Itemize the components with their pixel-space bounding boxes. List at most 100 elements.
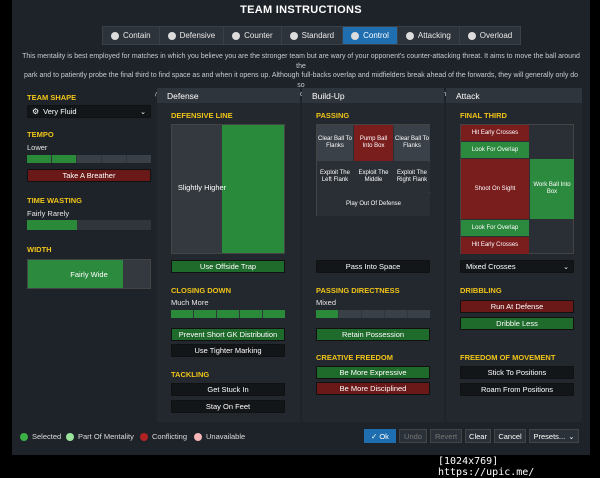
use-offside-trap-button[interactable]: Use Offside Trap	[171, 260, 285, 273]
retain-possession-button[interactable]: Retain Possession	[316, 328, 430, 341]
run-at-defense-button[interactable]: Run At Defense	[460, 300, 574, 313]
team-shape-label: TEAM SHAPE	[27, 93, 77, 102]
tab-label: Control	[363, 31, 389, 40]
tab-label: Attacking	[417, 31, 451, 40]
be-more-expressive-button[interactable]: Be More Expressive	[316, 366, 430, 379]
tempo-slider[interactable]	[27, 155, 151, 163]
tab-label: Counter	[244, 31, 273, 40]
stick-to-positions-button[interactable]: Stick To Positions	[460, 366, 574, 379]
crossing-value: Mixed Crosses	[466, 262, 516, 271]
control-icon	[351, 31, 360, 40]
zone-work-ball-into-box[interactable]: Work Ball Into Box	[530, 159, 574, 219]
defensive-line-slider[interactable]: Slightly Higher	[171, 124, 285, 254]
legend-part-of-mentality: Part Of Mentality	[66, 432, 134, 441]
defensive-icon	[167, 31, 176, 40]
attack-header: Attack	[446, 88, 582, 103]
dribble-less-button[interactable]: Dribble Less	[460, 317, 574, 330]
zone-exploit-right[interactable]: Exploit The Right Flank	[394, 162, 430, 192]
tab-control[interactable]: Control	[343, 27, 398, 44]
use-tighter-marking-button[interactable]: Use Tighter Marking	[171, 344, 285, 357]
standard-icon	[289, 31, 298, 40]
tab-contain[interactable]: Contain	[103, 27, 160, 44]
take-a-breather-button[interactable]: Take A Breather	[27, 169, 151, 182]
zone-hit-early-crosses-bottom[interactable]: Hit Early Crosses	[461, 237, 529, 254]
presets-label: Presets...	[533, 431, 566, 441]
zone-look-for-overlap-bottom[interactable]: Look For Overlap	[461, 220, 529, 236]
team-shape-dropdown[interactable]: ⚙ Very Fluid ⌄	[27, 105, 151, 118]
passing-label: PASSING	[316, 111, 350, 120]
prevent-short-gk-distribution-button[interactable]: Prevent Short GK Distribution	[171, 328, 285, 341]
zone-exploit-middle[interactable]: Exploit The Middle	[354, 162, 393, 192]
tab-defensive[interactable]: Defensive	[160, 27, 225, 44]
zone-pump-ball[interactable]: Pump Ball Into Box	[354, 125, 393, 161]
width-slider[interactable]: Fairly Wide	[27, 259, 151, 289]
creative-freedom-label: CREATIVE FREEDOM	[316, 353, 393, 362]
tab-attacking[interactable]: Attacking	[398, 27, 460, 44]
legend-conflicting: Conflicting	[140, 432, 187, 441]
cancel-button[interactable]: Cancel	[494, 429, 526, 443]
zone-play-out[interactable]: Play Out Of Defense	[317, 193, 430, 216]
legend-label: Unavailable	[206, 432, 246, 441]
stay-on-feet-button[interactable]: Stay On Feet	[171, 400, 285, 413]
tempo-value: Lower	[27, 143, 48, 152]
legend-label: Part Of Mentality	[78, 432, 134, 441]
be-more-disciplined-button[interactable]: Be More Disciplined	[316, 382, 430, 395]
tempo-label: TEMPO	[27, 130, 54, 139]
tab-label: Standard	[301, 31, 335, 40]
zone-clear-right[interactable]: Clear Ball To Flanks	[394, 125, 430, 161]
tab-standard[interactable]: Standard	[282, 27, 344, 44]
zone-look-for-overlap-top[interactable]: Look For Overlap	[461, 142, 529, 158]
passing-directness-value: Mixed	[316, 298, 337, 307]
footer-bar: Selected Part Of Mentality Conflicting U…	[12, 427, 590, 447]
contain-icon	[111, 31, 119, 40]
conflicting-dot-icon	[140, 432, 148, 441]
legend-unavailable: Unavailable	[194, 432, 245, 441]
revert-button[interactable]: Revert	[430, 429, 462, 443]
tab-overload[interactable]: Overload	[460, 27, 520, 44]
ok-label: Ok	[379, 431, 389, 441]
buildup-header: Build-Up	[302, 88, 444, 103]
undo-button[interactable]: Undo	[399, 429, 427, 443]
pass-into-space-button[interactable]: Pass Into Space	[316, 260, 430, 273]
final-third-pitch: Hit Early Crosses Look For Overlap Shoot…	[460, 124, 574, 254]
time-wasting-slider[interactable]	[27, 220, 151, 230]
zone-clear-left[interactable]: Clear Ball To Flanks	[317, 125, 353, 161]
general-column: TEAM SHAPE ⚙ Very Fluid ⌄ TEMPO Lower Take…	[22, 88, 155, 422]
attack-column: Attack FINAL THIRD Hit Early Crosses Loo…	[446, 88, 582, 422]
selected-dot-icon	[20, 432, 28, 441]
passing-pitch: Clear Ball To Flanks Pump Ball Into Box …	[316, 124, 430, 216]
zone-hit-early-crosses-top[interactable]: Hit Early Crosses	[461, 125, 529, 141]
width-value: Fairly Wide	[70, 269, 108, 279]
final-third-label: FINAL THIRD	[460, 111, 507, 120]
time-wasting-value: Fairly Rarely	[27, 209, 70, 218]
ok-button[interactable]: ✓ Ok	[364, 429, 396, 443]
roam-from-positions-button[interactable]: Roam From Positions	[460, 383, 574, 396]
defensive-line-value: Slightly Higher	[177, 182, 227, 192]
tab-label: Overload	[479, 31, 513, 40]
tab-label: Defensive	[179, 31, 216, 40]
legend-label: Selected	[32, 432, 62, 441]
presets-button[interactable]: Presets... ⌄	[529, 429, 579, 443]
mentality-dot-icon	[66, 432, 74, 441]
width-fill	[28, 260, 124, 288]
crossing-dropdown[interactable]: Mixed Crosses ⌄	[460, 260, 574, 273]
width-label: WIDTH	[27, 245, 52, 254]
tab-counter[interactable]: Counter	[224, 27, 282, 44]
check-icon: ✓	[371, 431, 378, 441]
page-title: TEAM INSTRUCTIONS	[240, 4, 362, 16]
mentality-description: This mentality is best employed for matc…	[20, 52, 582, 100]
legend-label: Conflicting	[152, 432, 188, 441]
get-stuck-in-button[interactable]: Get Stuck In	[171, 383, 285, 396]
dribbling-label: DRIBBLING	[460, 286, 502, 295]
passing-directness-slider[interactable]	[316, 310, 430, 318]
defensive-line-label: DEFENSIVE LINE	[171, 111, 233, 120]
zone-exploit-left[interactable]: Exploit The Left Flank	[317, 162, 353, 192]
closing-down-value: Much More	[171, 298, 209, 307]
mentality-tabs: Contain Defensive Counter Standard Contr…	[102, 26, 522, 45]
chevron-down-icon: ⌄	[563, 263, 569, 271]
clear-button[interactable]: Clear	[465, 429, 491, 443]
zone-shoot-on-sight[interactable]: Shoot On Sight	[461, 159, 529, 219]
closing-down-slider[interactable]	[171, 310, 285, 318]
overload-icon	[467, 31, 476, 40]
gear-icon: ⚙	[32, 107, 40, 116]
